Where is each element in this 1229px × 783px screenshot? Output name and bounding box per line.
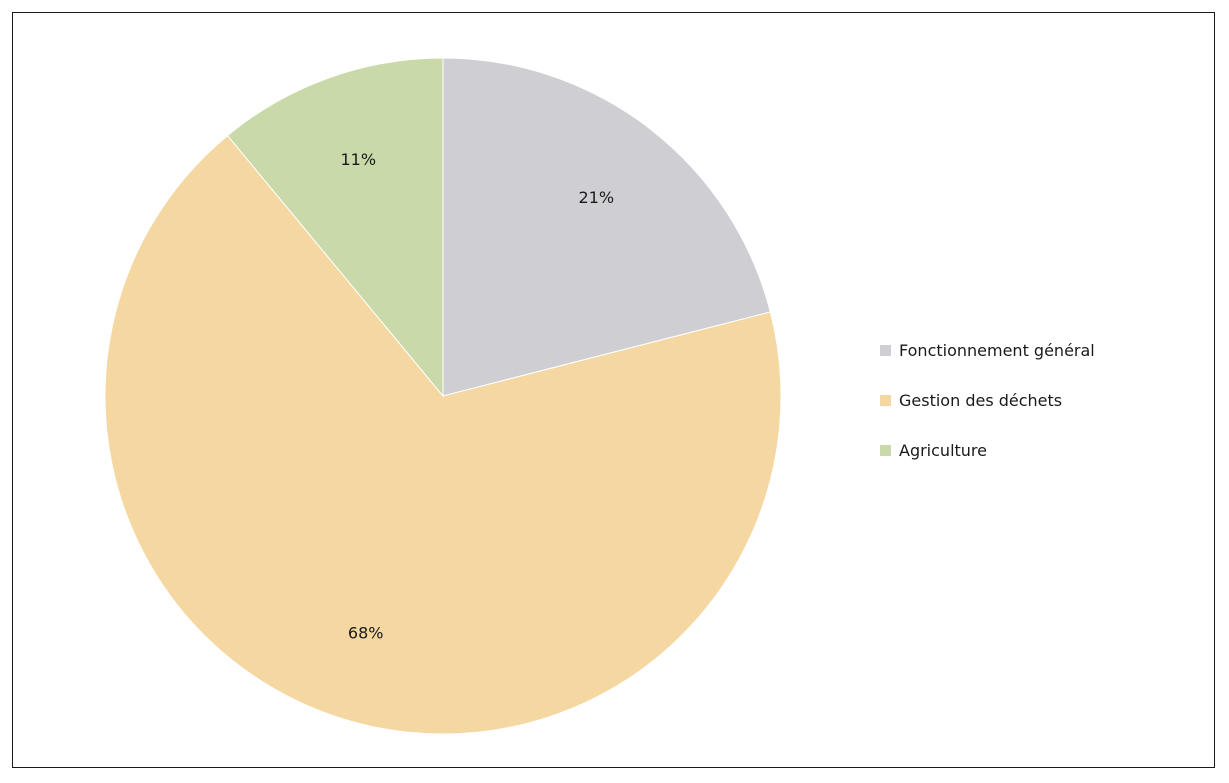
data-label-fonctionnement-general: 21% — [579, 188, 615, 207]
legend-swatch-gestion-des-dechets — [880, 394, 891, 406]
legend-swatch-agriculture — [880, 444, 891, 456]
legend-item-gestion-des-dechets: Gestion des déchets — [880, 388, 1095, 412]
legend-item-agriculture: Agriculture — [880, 438, 1095, 462]
data-label-gestion-des-dechets: 68% — [348, 623, 384, 642]
pie-slice-fonctionnement-general — [442, 57, 771, 397]
data-label-agriculture: 11% — [340, 150, 376, 169]
pie-slice-agriculture — [226, 57, 444, 398]
legend-item-fonctionnement-general: Fonctionnement général — [880, 338, 1095, 362]
legend-swatch-fonctionnement-general — [880, 344, 891, 356]
legend-label-fonctionnement-general: Fonctionnement général — [899, 340, 1095, 360]
legend: Fonctionnement général Gestion des déche… — [880, 338, 1095, 488]
legend-label-agriculture: Agriculture — [899, 440, 987, 460]
pie-slice-gestion-des-dechets — [104, 134, 782, 735]
legend-label-gestion-des-dechets: Gestion des déchets — [899, 390, 1063, 410]
